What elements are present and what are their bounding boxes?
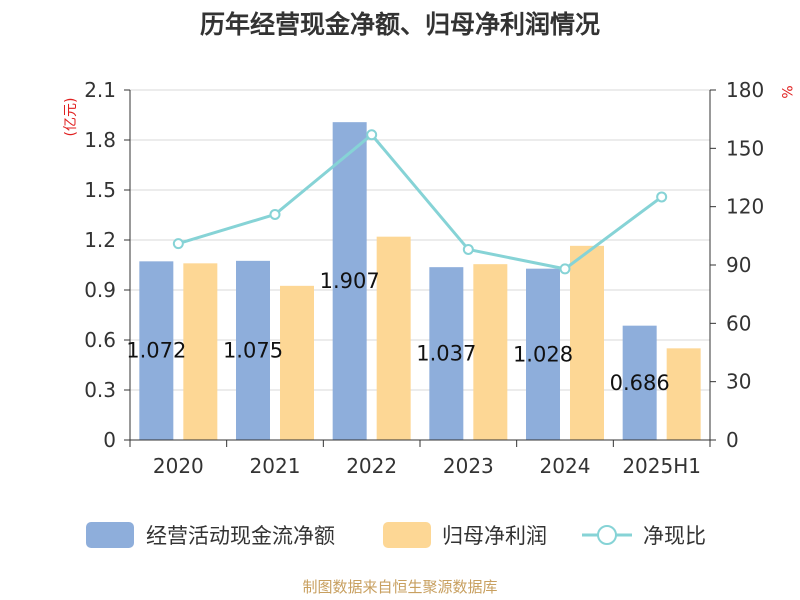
left-tick-label: 1.8 [84,128,116,152]
bar-marks [139,122,701,441]
x-tick-label: 2024 [540,454,591,478]
right-tick-label: 180 [726,78,764,102]
right-tick-label: 90 [726,253,751,277]
chart-title: 历年经营现金净额、归母净利润情况 [200,10,600,39]
right-tick-label: 30 [726,370,751,394]
x-tick-label: 2022 [346,454,397,478]
line-series [172,129,668,275]
bar-cash-flow [332,122,367,441]
right-tick-label: 60 [726,311,751,335]
legend-swatch-cash-flow [86,522,134,548]
bar-net-profit [183,263,218,440]
left-tick-label: 1.5 [84,178,116,202]
right-tick-label: 0 [726,428,739,452]
legend-marker-ratio [597,525,617,545]
source-note: 制图数据来自恒生聚源数据库 [302,578,497,596]
axes: 0 0.3 0.6 0.9 1.2 1.5 1.8 2.1 0 30 60 90 120 150 180 20… [84,78,764,478]
line-net-cash-ratio [177,132,663,271]
cash-flow-value-label: 1.075 [223,338,283,362]
line-point [656,191,668,203]
left-tick-label: 0 [103,428,116,452]
right-tick-label: 150 [726,136,764,160]
right-tick-label: 120 [726,195,764,219]
data-labels: 1.072 1.075 1.907 1.037 1.028 0.686 [126,269,669,395]
line-point [269,208,281,220]
legend-label-net-profit: 归母净利润 [442,524,547,548]
cash-flow-value-label: 1.072 [126,339,186,363]
line-point [172,238,184,250]
bar-cash-flow [139,261,174,440]
x-tick-label: 2025H1 [622,454,701,478]
bar-cash-flow [236,260,270,440]
bar-net-profit [376,236,411,440]
bar-net-profit [570,245,604,440]
left-axis-unit: (亿元) [63,98,79,137]
x-tick-label: 2020 [153,454,204,478]
bar-net-profit [280,285,314,440]
line-point [559,263,571,275]
cash-flow-value-label: 1.037 [416,342,476,366]
legend: 经营活动现金流净额 归母净利润 净现比 [86,522,706,548]
bar-cash-flow [429,267,464,440]
bar-cash-flow [622,325,657,440]
cash-flow-value-label: 0.686 [610,371,670,395]
left-tick-label: 0.3 [84,378,116,402]
cash-flow-value-label: 1.907 [320,269,380,293]
legend-label-cash-flow: 经营活动现金流净额 [146,524,335,548]
left-tick-label: 0.9 [84,278,116,302]
bar-cash-flow [526,268,560,440]
left-tick-label: 0.6 [84,328,116,352]
left-tick-label: 1.2 [84,228,116,252]
cash-flow-value-label: 1.028 [513,342,573,366]
bar-net-profit [666,348,701,440]
legend-label-ratio: 净现比 [643,524,706,548]
right-axis-unit: % [778,85,794,98]
line-point [462,243,474,255]
line-point [366,129,378,141]
left-tick-label: 2.1 [84,78,116,102]
legend-swatch-net-profit [383,522,431,548]
x-tick-label: 2023 [443,454,494,478]
x-tick-label: 2021 [250,454,301,478]
bar-net-profit [473,264,508,440]
